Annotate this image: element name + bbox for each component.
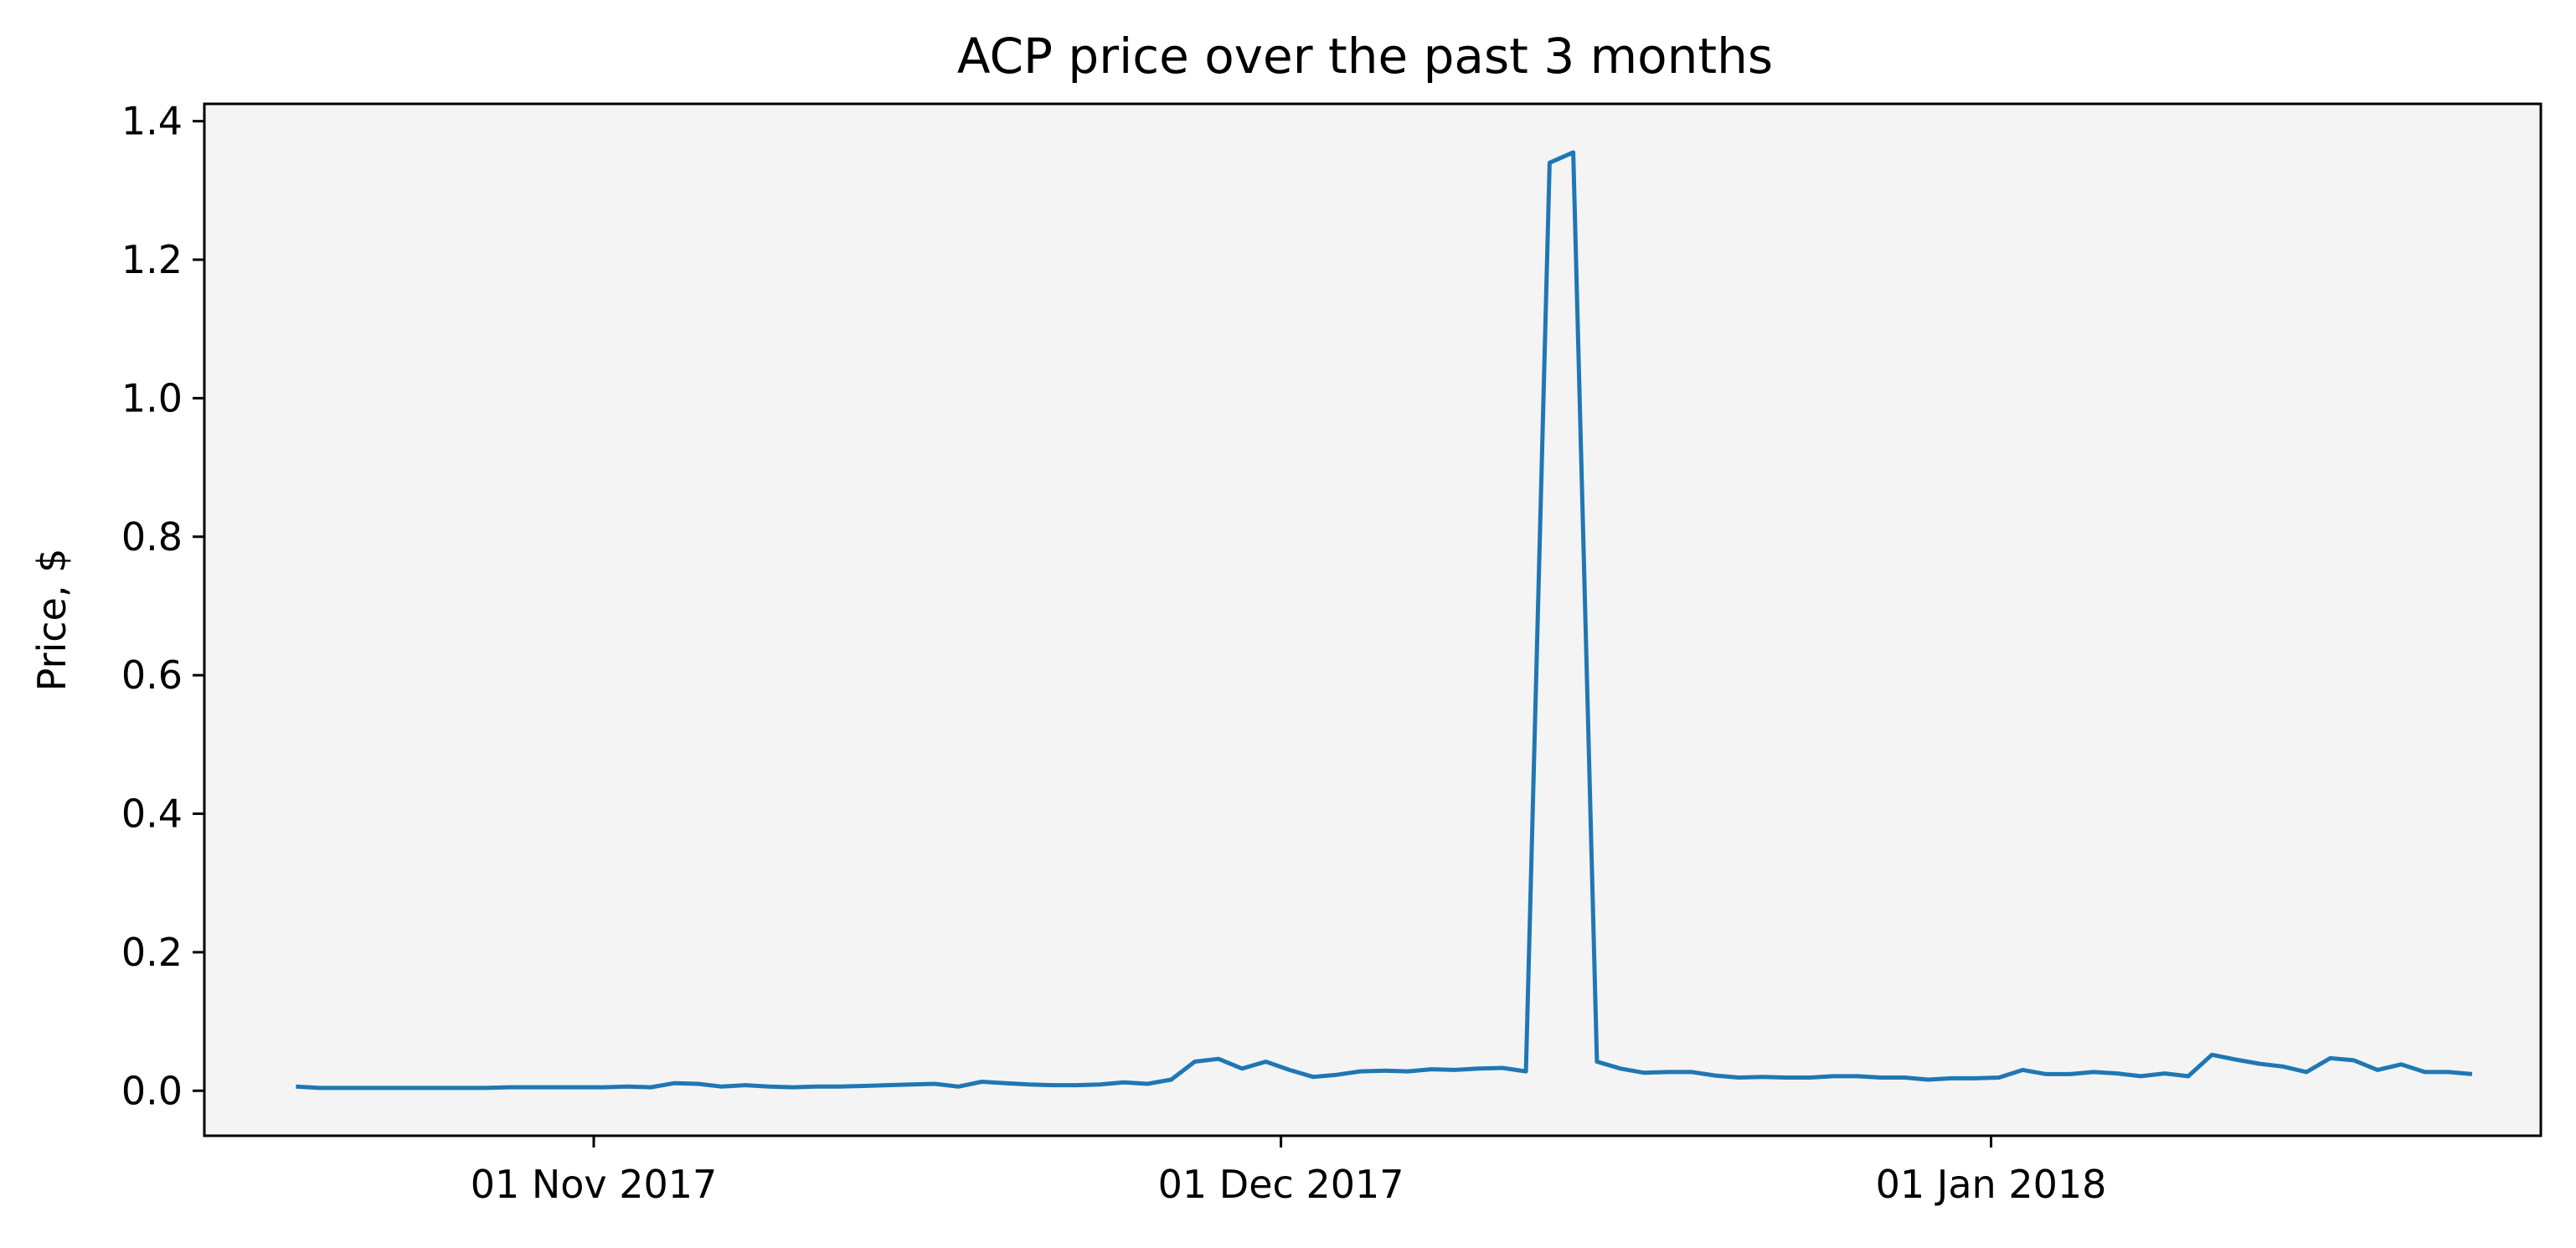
- y-axis-label: Price, $: [29, 549, 75, 692]
- plot-frame: [203, 102, 2543, 1137]
- x-tick-label: 01 Jan 2018: [1876, 1162, 2107, 1207]
- series-layer: [296, 150, 2473, 1091]
- y-tick-label: 0.6: [121, 652, 183, 698]
- chart-title: ACP price over the past 3 months: [957, 28, 1773, 85]
- y-tick-label: 1.2: [121, 237, 183, 282]
- x-axis: 01 Nov 2017 01 Dec 2017 01 Jan 2018: [471, 1136, 2107, 1207]
- y-tick-label: 0.8: [121, 514, 183, 560]
- y-tick-label: 0.0: [121, 1068, 183, 1113]
- y-axis: 0.0 0.2 0.4 0.6 0.8 1.0 1.2 1.4: [121, 99, 204, 1113]
- plot-area: [204, 104, 2541, 1136]
- x-tick-label: 01 Dec 2017: [1158, 1162, 1404, 1207]
- y-tick-label: 1.0: [121, 375, 183, 420]
- y-tick-label: 0.4: [121, 792, 183, 837]
- y-tick-label: 1.4: [121, 99, 183, 144]
- x-tick-label: 01 Nov 2017: [471, 1162, 718, 1207]
- y-tick-label: 0.2: [121, 930, 183, 975]
